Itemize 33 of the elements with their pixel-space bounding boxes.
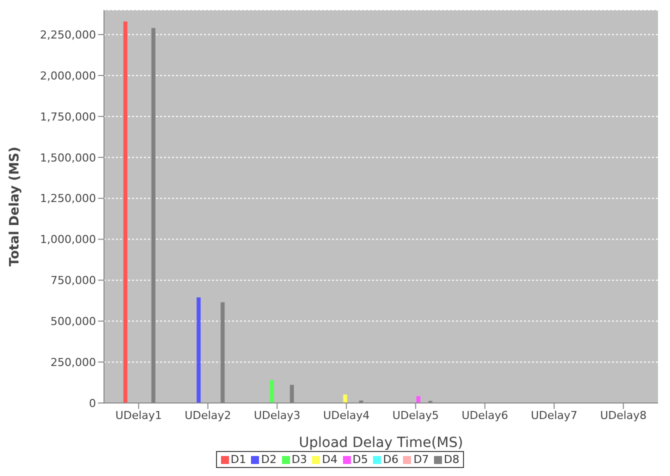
legend-label: D8	[442, 453, 460, 466]
x-tick-label: UDelay8	[600, 408, 647, 422]
y-tick-label: 0	[89, 396, 96, 410]
x-axis-title: Upload Delay Time(MS)	[298, 435, 464, 451]
legend-label: D2	[260, 453, 277, 466]
y-tick-label: 1,750,000	[40, 110, 96, 124]
legend-label: D7	[412, 453, 429, 466]
legend-label: D4	[321, 453, 338, 466]
y-tick-label: 250,000	[50, 356, 96, 369]
y-tick-label: 500,000	[50, 315, 96, 328]
x-tick-label: UDelay6	[462, 408, 508, 422]
x-tick-label: UDelay7	[530, 408, 578, 422]
bar	[123, 21, 128, 403]
y-tick-label: 750,000	[50, 274, 96, 288]
x-tick-label: UDelay4	[323, 408, 370, 422]
x-tick-label: UDelay3	[254, 408, 300, 422]
y-tick-label: 1,000,000	[40, 233, 96, 246]
y-tick-label: 2,000,000	[40, 69, 96, 82]
x-tick-label: UDelay1	[115, 408, 162, 422]
y-tick-label: 2,250,000	[40, 28, 96, 42]
bar	[196, 297, 201, 403]
legend-label: D3	[290, 453, 308, 466]
bar	[416, 396, 420, 403]
legend-label: D6	[382, 453, 398, 466]
bar	[343, 394, 348, 403]
y-axis-title: Total Delay (MS)	[8, 146, 23, 266]
x-tick-label: UDelay5	[392, 408, 439, 422]
legend-label: D1	[230, 453, 246, 466]
x-tick-label: UDelay2	[184, 408, 232, 422]
legend-label: D5	[352, 453, 368, 466]
y-tick-label: 1,250,000	[40, 192, 96, 206]
y-tick-label: 1,500,000	[40, 151, 96, 164]
bar	[270, 380, 274, 403]
